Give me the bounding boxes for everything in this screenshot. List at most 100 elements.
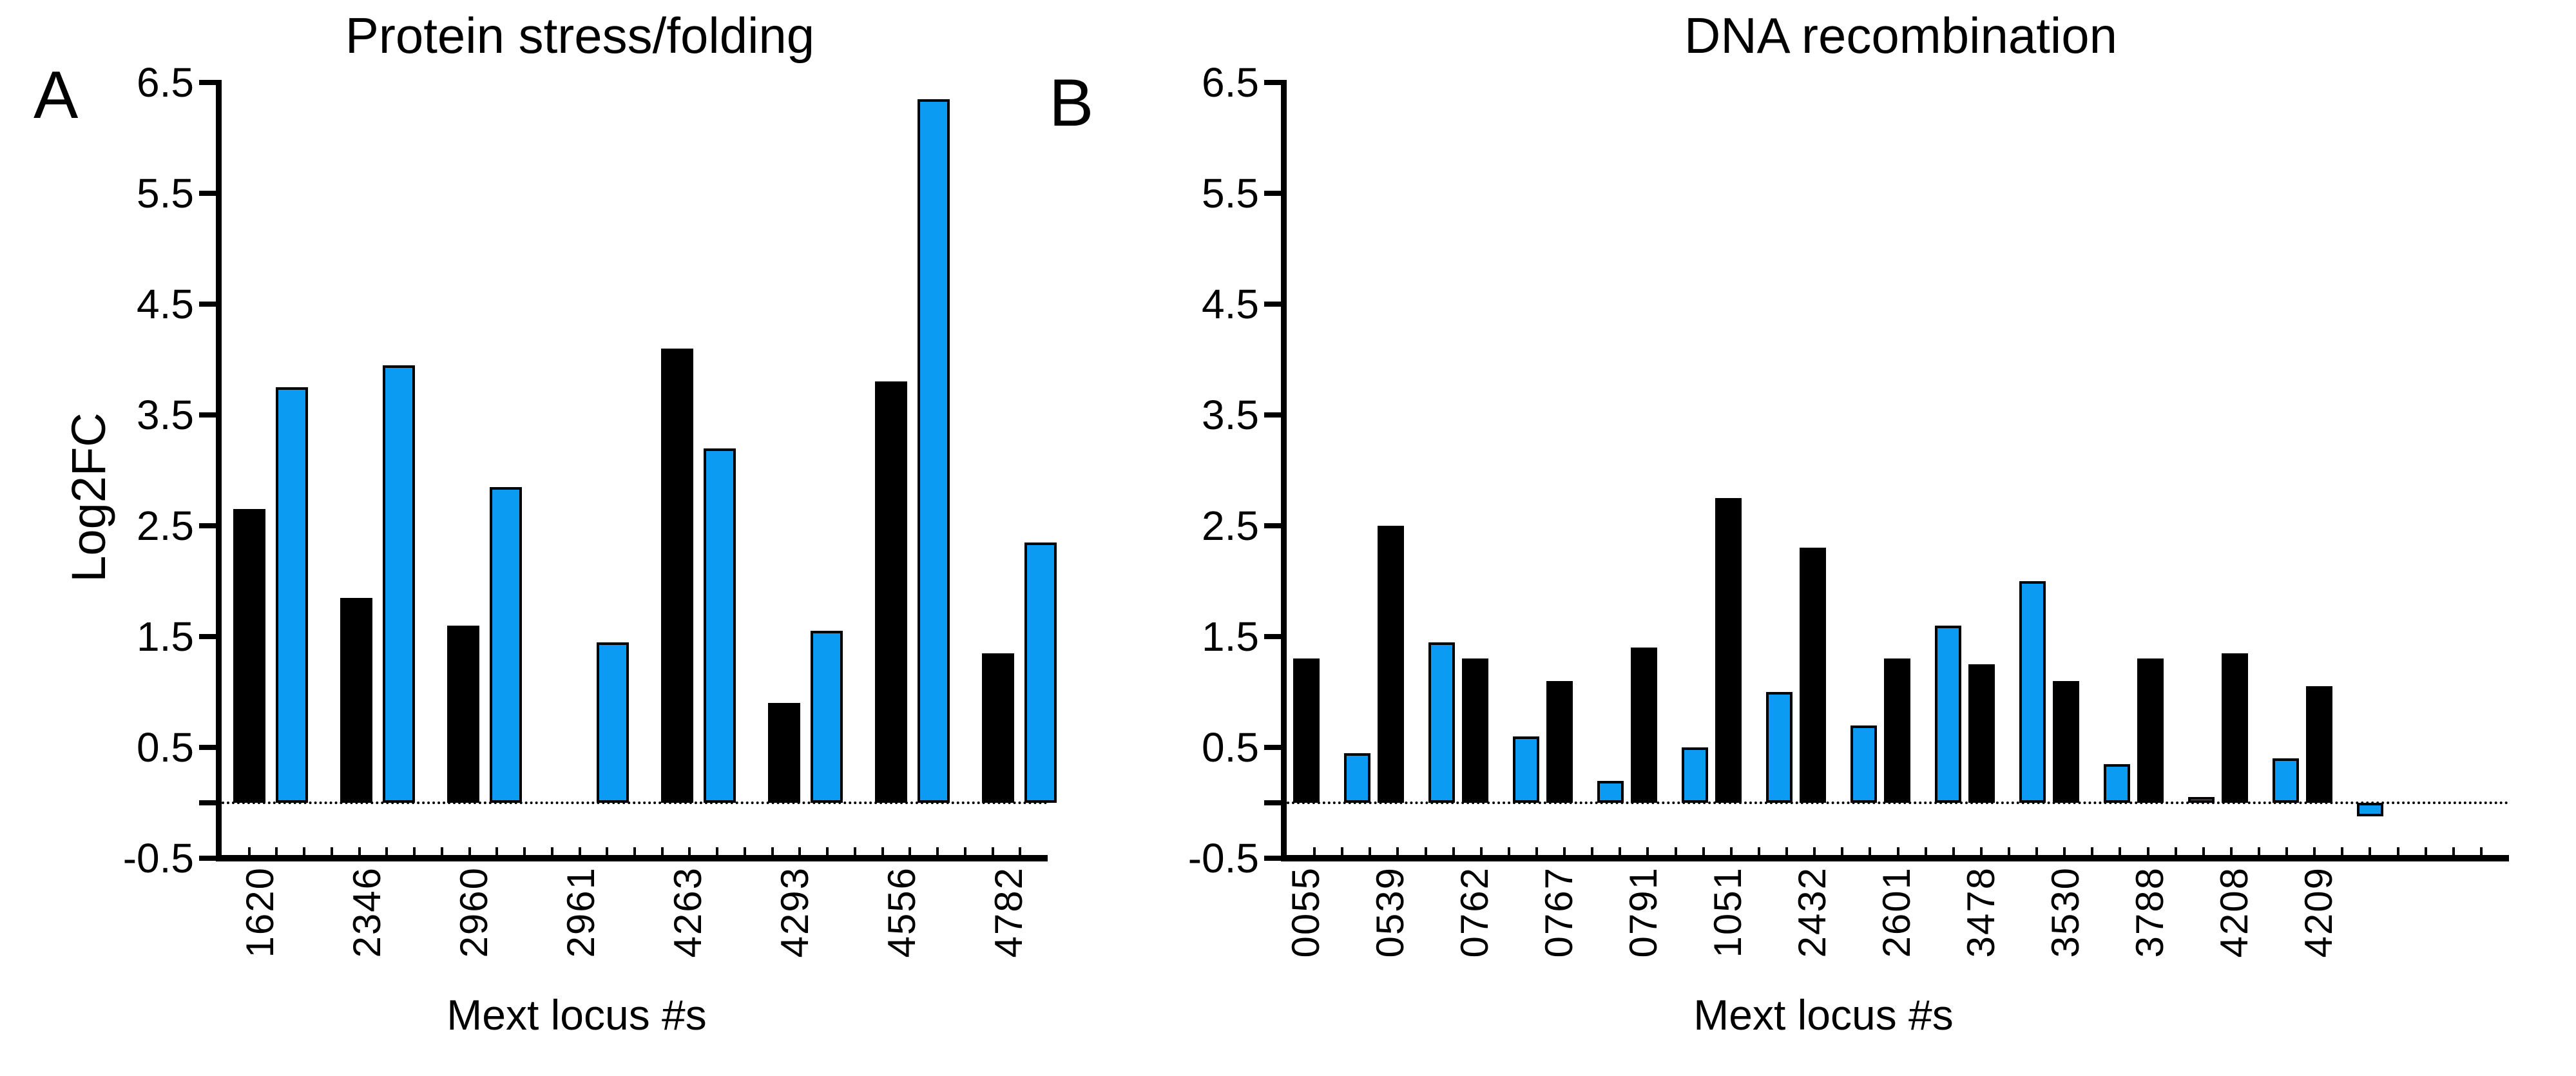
x-category-label: 4782 [987,867,1030,961]
y-axis-tick [199,523,216,528]
black-bar [1462,658,1488,803]
x-axis-minor-tick [2035,847,2039,855]
x-axis-minor-tick [1841,847,1844,855]
x-axis-minor-tick [1979,847,1983,855]
y-tick-label: 0.5 [1202,724,1259,771]
y-tick-label: 4.5 [137,281,194,327]
x-category-label-text: 3788 [2128,867,2171,958]
panel-letter-b: B [1049,66,1094,140]
x-category-label-text: 1620 [238,867,282,958]
y-tick-label: -0.5 [1187,835,1259,881]
y-axis-tick [199,745,216,750]
x-axis-minor-tick [1646,847,1649,855]
x-category-label: 3788 [2128,867,2171,961]
x-axis-minor-tick [1452,847,1455,855]
x-axis-minor-tick [1591,847,1594,855]
y-tick-label: 1.5 [1202,613,1259,660]
panel-a-title: Protein stress/folding [345,7,815,64]
x-category-label-text: 2961 [559,867,602,958]
y-tick-label: 5.5 [1202,170,1259,216]
blue-bar [1428,642,1455,803]
black-bar [1546,680,1573,803]
x-axis-minor-tick [2285,847,2289,855]
black-bar [2306,686,2332,803]
black-bar [1293,658,1320,803]
x-axis-minor-tick [2341,847,2344,855]
x-axis-minor-tick [633,847,636,855]
y-axis-tick [1264,412,1281,418]
x-category-label: 1051 [1706,867,1749,961]
x-category-label-text: 4556 [880,867,923,958]
x-axis-minor-tick [303,847,306,855]
y-tick-label: 6.5 [137,59,194,106]
black-bar [1968,664,1995,803]
x-axis-minor-tick [275,847,278,855]
y-axis-line [1281,80,1287,861]
x-axis-minor-tick [660,847,664,855]
y-tick-label: -0.5 [122,835,194,881]
x-axis-minor-tick [1479,847,1483,855]
black-bar [1715,498,1742,803]
x-category-label: 4556 [880,867,923,961]
zero-baseline-dotted-line [222,802,1048,804]
x-category-label-text: 3530 [2044,867,2087,958]
y-axis-tick [1264,191,1281,196]
x-axis-minor-tick [826,847,829,855]
x-axis-minor-tick [413,847,416,855]
x-axis-minor-tick [2174,847,2177,855]
x-category-label-text: 2960 [452,867,495,958]
y-axis-tick [199,412,216,418]
y-axis-tick [1264,634,1281,639]
black-bar [1631,648,1657,803]
x-axis-minor-tick [1396,847,1399,855]
x-axis-minor-tick [771,847,774,855]
y-tick-label: 4.5 [1202,281,1259,327]
x-axis-minor-tick [1896,847,1899,855]
x-axis-minor-tick [2424,847,2427,855]
x-category-label-text: 4208 [2213,867,2256,958]
x-axis-minor-tick [2369,847,2372,855]
x-axis-minor-tick [2091,847,2094,855]
x-category-label: 0055 [1284,867,1327,961]
y-axis-tick [1264,523,1281,528]
blue-bar [1024,542,1057,803]
y-axis-tick [1264,856,1281,861]
blue-bar [276,387,308,803]
y-tick-label: 0.5 [137,724,194,771]
x-category-label: 2601 [1875,867,1918,961]
x-axis-minor-tick [1019,847,1022,855]
black-bar [2053,680,2079,803]
y-axis-label-log2fc: Log2FC [62,412,115,582]
x-category-label-text: 0539 [1369,867,1412,958]
blue-bar [2357,803,2383,816]
y-tick-label: 3.5 [1202,392,1259,438]
x-category-label-text: 4209 [2297,867,2340,958]
x-category-label: 3530 [2044,867,2087,961]
x-category-label-text: 0791 [1622,867,1665,958]
blue-bar [918,99,950,803]
blue-bar [2188,797,2215,803]
panel-b-title: DNA recombination [1684,7,2117,64]
x-axis-minor-tick [1341,847,1344,855]
zero-baseline-dotted-line [1287,802,2509,804]
black-bar [982,653,1014,803]
blue-bar [383,365,415,803]
x-axis-minor-tick [1757,847,1760,855]
x-axis-minor-tick [2313,847,2316,855]
x-category-label-text: 1051 [1706,867,1749,958]
black-bar [1800,548,1826,803]
x-axis-minor-tick [247,847,251,855]
x-axis-minor-tick [1729,847,1733,855]
x-axis-minor-tick [2452,847,2455,855]
x-category-label-text: 0767 [1537,867,1581,958]
x-axis-minor-tick [1674,847,1677,855]
y-axis-tick [199,80,216,85]
x-axis-minor-tick [2202,847,2205,855]
x-axis-minor-tick [1507,847,1510,855]
x-axis-minor-tick [1813,847,1816,855]
blue-bar [2273,758,2299,803]
y-tick-label: 3.5 [137,392,194,438]
x-category-label: 4209 [2297,867,2340,961]
black-bar [1378,526,1404,803]
x-axis-minor-tick [1869,847,1872,855]
